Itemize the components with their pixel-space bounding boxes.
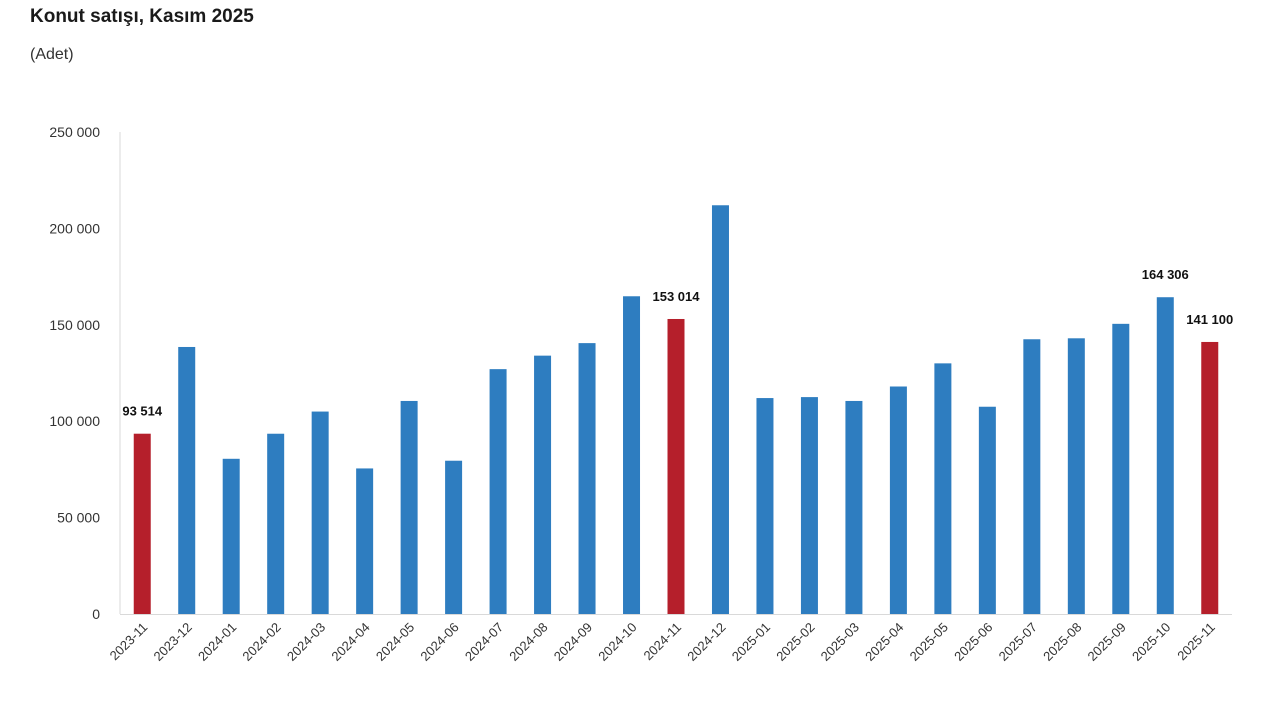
data-label: 93 514 (122, 404, 163, 419)
bar (845, 400, 863, 614)
x-tick-label: 2024-04 (328, 620, 372, 664)
bar (623, 296, 641, 614)
bar (800, 397, 818, 614)
bar (222, 458, 240, 614)
y-tick-label: 50 000 (57, 510, 100, 526)
bar (534, 355, 552, 614)
x-tick-label: 2024-09 (551, 620, 595, 664)
x-tick-label: 2024-03 (284, 620, 328, 664)
x-tick-label: 2024-06 (417, 620, 461, 664)
y-tick-label: 200 000 (49, 220, 100, 236)
bar (934, 363, 952, 614)
data-label: 164 306 (1142, 267, 1189, 282)
x-tick-label: 2024-11 (640, 620, 684, 664)
x-tick-label: 2025-04 (862, 620, 906, 664)
y-tick-label: 100 000 (49, 413, 100, 429)
x-tick-label: 2024-05 (373, 620, 417, 664)
x-tick-label: 2024-02 (239, 620, 283, 664)
x-tick-label: 2025-07 (996, 620, 1040, 664)
x-tick-label: 2023-11 (107, 620, 151, 664)
x-tick-label: 2024-10 (595, 620, 639, 664)
bar (667, 318, 685, 614)
x-tick-label: 2025-06 (951, 620, 995, 664)
bar (178, 346, 196, 614)
x-tick-label: 2024-08 (506, 620, 550, 664)
bar (1156, 297, 1174, 614)
y-tick-label: 150 000 (49, 317, 100, 333)
data-label: 141 100 (1186, 312, 1233, 327)
data-label: 153 014 (653, 289, 701, 304)
x-tick-label: 2025-10 (1129, 620, 1173, 664)
x-tick-label: 2025-03 (818, 620, 862, 664)
y-tick-label: 250 000 (49, 124, 100, 140)
chart-subtitle: (Adet) (30, 46, 74, 63)
x-tick-label: 2025-05 (907, 620, 951, 664)
bar (445, 460, 463, 614)
x-tick-label: 2024-07 (462, 620, 506, 664)
x-tick-label: 2023-12 (150, 620, 194, 664)
bar (889, 386, 907, 614)
bar (356, 468, 374, 614)
x-tick-label: 2025-09 (1085, 620, 1129, 664)
bar (756, 398, 774, 614)
bar (489, 369, 507, 614)
chart-title: Konut satışı, Kasım 2025 (30, 6, 254, 27)
bar (711, 205, 729, 614)
bar (267, 433, 285, 614)
x-tick-label: 2024-12 (684, 620, 728, 664)
bar (578, 343, 596, 614)
bar (1112, 323, 1130, 614)
bar (1201, 341, 1219, 614)
bar (133, 433, 151, 614)
x-tick-label: 2024-01 (195, 620, 239, 664)
bar (1023, 339, 1041, 614)
x-tick-label: 2025-02 (773, 620, 817, 664)
x-tick-label: 2025-08 (1040, 620, 1084, 664)
bar (311, 411, 329, 614)
x-tick-label: 2025-11 (1174, 620, 1218, 664)
bar (978, 406, 996, 614)
bar (400, 400, 418, 614)
y-tick-label: 0 (92, 606, 100, 622)
bar (1067, 338, 1085, 614)
x-tick-label: 2025-01 (729, 620, 773, 664)
